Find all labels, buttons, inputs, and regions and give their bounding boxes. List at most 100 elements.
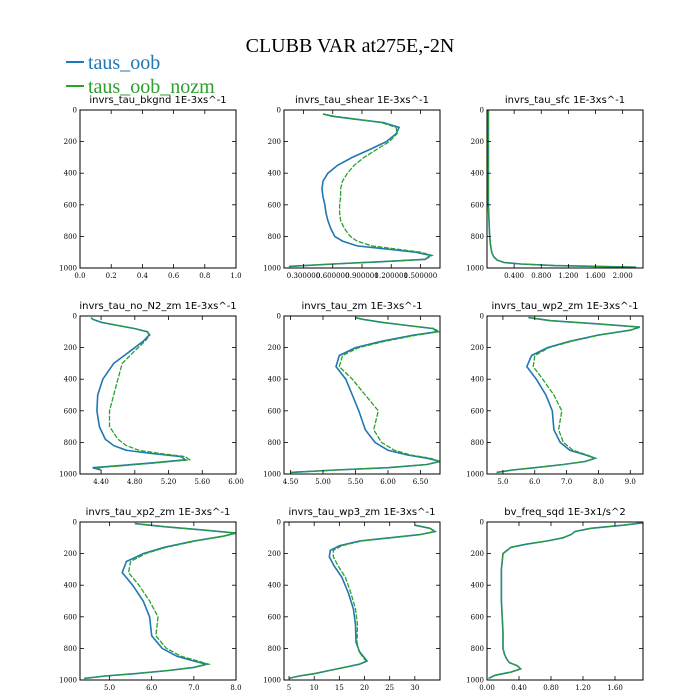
x-tick-label: 0.2 xyxy=(106,272,117,280)
x-tick-label: 6.0 xyxy=(529,478,540,486)
y-tick-label: 400 xyxy=(64,582,77,590)
y-tick-label: 200 xyxy=(268,344,281,352)
y-tick-label: 0 xyxy=(277,313,281,321)
legend: taus_oob taus_oob_nozm xyxy=(66,52,215,98)
x-tick-label: 0.400 xyxy=(504,272,524,280)
x-tick-label: 0.80 xyxy=(543,684,559,692)
x-tick-label: 1.600 xyxy=(585,272,605,280)
x-tick-label: 0.600000 xyxy=(316,272,349,280)
panel-frame xyxy=(486,109,644,269)
y-tick-label: 800 xyxy=(64,645,77,653)
panel-title: invrs_tau_xp2_zm 1E-3xs^-1 xyxy=(86,507,231,518)
y-tick-label: 0 xyxy=(73,519,77,527)
x-tick-label: 10 xyxy=(310,684,319,692)
x-tick-label: 4.80 xyxy=(127,478,143,486)
series-line-taus-oob xyxy=(488,522,643,680)
x-tick-label: 1.500000 xyxy=(404,272,437,280)
y-tick-label: 600 xyxy=(471,613,484,621)
y-tick-label: 1000 xyxy=(263,471,281,479)
y-tick-label: 400 xyxy=(268,376,281,384)
y-tick-label: 400 xyxy=(268,582,281,590)
x-tick-label: 5.00 xyxy=(315,478,331,486)
x-tick-label: 1.200000 xyxy=(375,272,408,280)
panel-7: invrs_tau_xp2_zm 1E-3xs^-1 0 200 400 600 800 1… xyxy=(59,507,241,692)
y-tick-label: 0 xyxy=(480,313,484,321)
panel-frame xyxy=(283,109,441,269)
x-tick-label: 6.00 xyxy=(228,478,244,486)
y-tick-label: 600 xyxy=(268,407,281,415)
panel-4: invrs_tau_no_N2_zm 1E-3xs^-10 200 400 600 80… xyxy=(59,301,244,486)
series-line-taus-oob-nozm xyxy=(488,522,643,679)
y-tick-label: 0 xyxy=(480,107,484,115)
panel-title: invrs_tau_sfc 1E-3xs^-1 xyxy=(505,95,625,106)
x-tick-label: 9.0 xyxy=(625,478,636,486)
panel-title: invrs_tau_bkgnd 1E-3xs^-1 xyxy=(89,95,226,106)
x-tick-label: 0.900000 xyxy=(345,272,378,280)
x-tick-label: 8.0 xyxy=(593,478,604,486)
panel-5: invrs_tau_zm 1E-3xs^-1 0 200 400 600 800 10004… xyxy=(263,301,441,486)
x-tick-label: 0.800 xyxy=(531,272,551,280)
y-tick-label: 800 xyxy=(268,233,281,241)
y-tick-label: 600 xyxy=(64,407,77,415)
y-tick-label: 600 xyxy=(471,201,484,209)
y-tick-label: 600 xyxy=(268,613,281,621)
x-tick-label: 0.4 xyxy=(137,272,149,280)
y-tick-label: 800 xyxy=(268,645,281,653)
x-tick-label: 0.40 xyxy=(511,684,527,692)
series-line-taus-oob xyxy=(90,317,188,471)
y-tick-label: 800 xyxy=(64,439,77,447)
x-tick-label: 4.40 xyxy=(93,478,109,486)
x-tick-label: 7.0 xyxy=(188,684,199,692)
y-tick-label: 800 xyxy=(64,233,77,241)
y-tick-label: 800 xyxy=(471,645,484,653)
y-tick-label: 200 xyxy=(64,344,77,352)
series-line-taus-oob xyxy=(487,110,637,268)
x-tick-label: 4.50 xyxy=(283,478,299,486)
x-tick-label: 2.000 xyxy=(613,272,633,280)
x-tick-label: 1.0 xyxy=(230,272,241,280)
x-tick-label: 0.300000 xyxy=(287,272,320,280)
y-tick-label: 400 xyxy=(268,170,281,178)
x-tick-label: 0.0 xyxy=(74,272,85,280)
y-tick-label: 200 xyxy=(268,138,281,146)
x-tick-label: 1.60 xyxy=(607,684,623,692)
x-tick-label: 6.00 xyxy=(380,478,396,486)
y-tick-label: 1000 xyxy=(59,677,77,685)
y-tick-label: 200 xyxy=(64,550,77,558)
panel-frame xyxy=(283,315,441,475)
series-line-taus-oob-nozm xyxy=(90,317,192,471)
y-tick-label: 600 xyxy=(471,407,484,415)
y-tick-label: 800 xyxy=(268,439,281,447)
y-tick-label: 800 xyxy=(471,439,484,447)
series-line-taus-oob-nozm xyxy=(288,524,437,680)
y-tick-label: 400 xyxy=(471,582,484,590)
panel-frame xyxy=(79,109,237,269)
y-tick-label: 400 xyxy=(64,170,77,178)
panel-8: invrs_tau_wp3_zm 1E-3xs^-1 0 200 400 600 800 1… xyxy=(263,507,441,692)
panel-title: invrs_tau_wp2_zm 1E-3xs^-1 xyxy=(492,301,639,312)
y-tick-label: 0 xyxy=(480,519,484,527)
x-tick-label: 30 xyxy=(410,684,419,692)
series-line-taus-oob-nozm xyxy=(288,113,434,268)
y-tick-label: 600 xyxy=(268,201,281,209)
panel-frame xyxy=(486,315,644,475)
panel-6: invrs_tau_wp2_zm 1E-3xs^-1 0 200 400 600 800 1… xyxy=(466,301,644,486)
y-tick-label: 600 xyxy=(64,613,77,621)
panel-9: bv_freq_sqd 1E-3x1/s^2020040060080010000… xyxy=(466,507,644,692)
panel-title: invrs_tau_zm 1E-3xs^-1 xyxy=(301,301,422,312)
x-tick-label: 20 xyxy=(360,684,369,692)
y-tick-label: 400 xyxy=(471,170,484,178)
x-tick-label: 7.0 xyxy=(561,478,572,486)
panel-title: invrs_tau_wp3_zm 1E-3xs^-1 xyxy=(289,507,436,518)
y-tick-label: 200 xyxy=(268,550,281,558)
y-tick-label: 800 xyxy=(471,233,484,241)
y-tick-label: 200 xyxy=(64,138,77,146)
x-tick-label: 1.200 xyxy=(558,272,578,280)
x-tick-label: 5.60 xyxy=(194,478,210,486)
panel-frame xyxy=(79,521,237,681)
y-tick-label: 1000 xyxy=(466,471,484,479)
panels: invrs_tau_bkgnd 1E-3xs^-1020040060080010… xyxy=(59,95,644,692)
panel-frame xyxy=(486,521,644,681)
series-line-taus-oob-nozm xyxy=(487,110,637,268)
